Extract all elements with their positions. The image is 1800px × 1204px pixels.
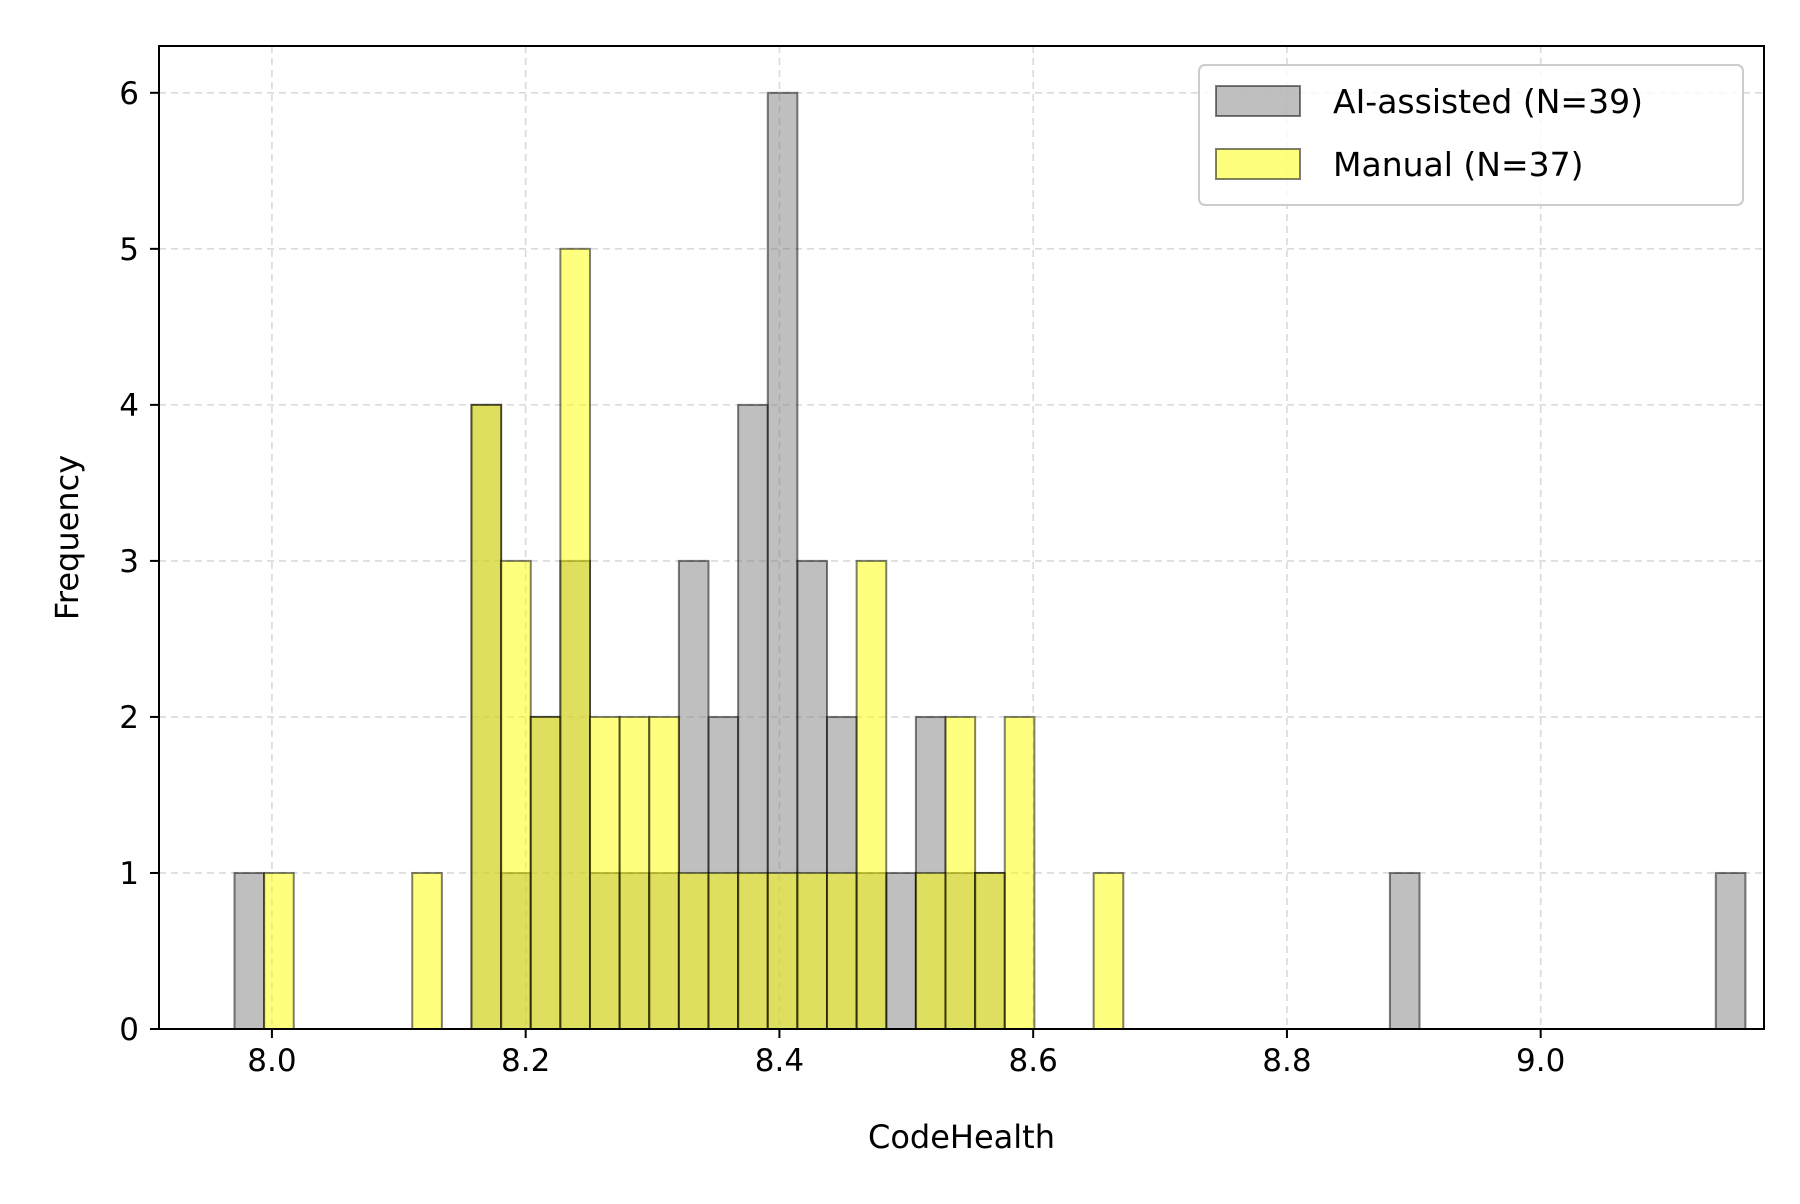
ai-assisted-bar-50 <box>1714 871 1747 1031</box>
y-axis-label: Frequency <box>48 455 86 620</box>
plot-frame <box>158 45 1765 1030</box>
manual-bar-23 <box>914 871 947 1031</box>
manual-bar-17 <box>737 871 769 1031</box>
manual-bar-20 <box>826 871 858 1031</box>
x-tick-label-1: 8.2 <box>501 1043 550 1079</box>
x-tick-label-0: 8.0 <box>247 1043 296 1079</box>
y-tick-label-1: 1 <box>119 856 139 892</box>
manual-bar-19 <box>796 871 829 1031</box>
legend-box <box>1198 64 1744 206</box>
manual-bar-13 <box>618 715 651 1031</box>
manual-bar-15 <box>677 871 710 1031</box>
legend-swatch-ai-assisted <box>1215 85 1301 117</box>
manual-bar-6 <box>411 871 443 1031</box>
ai-assisted-bar-39 <box>1388 871 1421 1031</box>
manual-bar-10 <box>529 715 562 1031</box>
manual-bar-12 <box>589 715 621 1031</box>
manual-bars <box>234 247 1746 1031</box>
x-axis-label: CodeHealth <box>868 1118 1055 1156</box>
manual-bar-29 <box>1092 871 1125 1031</box>
legend-label-ai-assisted: AI-assisted (N=39) <box>1333 82 1643 121</box>
y-tick-label-5: 5 <box>119 232 139 268</box>
ai-assisted-bar-0 <box>233 871 266 1031</box>
legend: AI-assisted (N=39) Manual (N=37) <box>1198 64 1744 206</box>
manual-bar-14 <box>648 715 680 1031</box>
x-tick-label-2: 8.4 <box>755 1043 804 1079</box>
x-tick-label-4: 8.8 <box>1262 1043 1311 1079</box>
ticks-layer: 8.0 8.2 8.4 8.6 8.8 9.0 0 1 2 3 4 5 6 <box>119 76 1565 1079</box>
y-tick-label-2: 2 <box>119 700 139 736</box>
manual-bar-11 <box>559 247 592 1031</box>
manual-bar-25 <box>974 871 1006 1031</box>
manual-bar-1 <box>263 871 295 1031</box>
manual-bar-9 <box>500 559 532 1031</box>
x-tick-label-3: 8.6 <box>1009 1043 1058 1079</box>
ai-assisted-bar-22 <box>885 871 917 1031</box>
y-tick-label-6: 6 <box>119 76 139 112</box>
legend-label-manual: Manual (N=37) <box>1333 145 1583 184</box>
manual-bar-24 <box>944 715 977 1031</box>
manual-bar-21 <box>855 559 888 1031</box>
x-tick-label-5: 9.0 <box>1516 1043 1565 1079</box>
y-tick-label-0: 0 <box>119 1012 139 1048</box>
manual-bar-16 <box>707 871 740 1031</box>
manual-bar-8 <box>470 403 503 1031</box>
manual-bar-18 <box>766 871 799 1031</box>
y-tick-label-3: 3 <box>119 544 139 580</box>
legend-swatch-manual <box>1215 148 1301 180</box>
manual-bar-26 <box>1003 715 1036 1031</box>
y-tick-label-4: 4 <box>119 388 139 424</box>
